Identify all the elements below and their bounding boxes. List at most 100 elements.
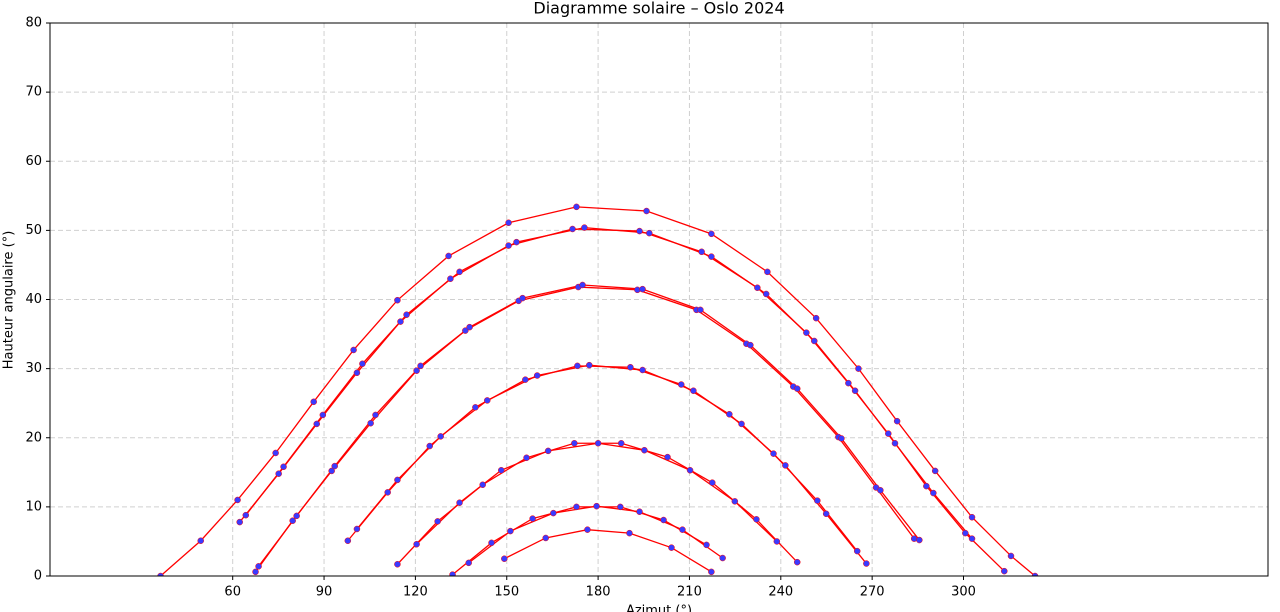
x-tick-label: 210 (677, 585, 702, 600)
sun-position-marker (242, 511, 250, 519)
sun-position-marker (731, 498, 739, 505)
sun-position-marker (573, 203, 580, 211)
sun-position-marker (353, 369, 361, 377)
sun-path-line (239, 228, 1005, 572)
sun-position-marker (853, 547, 861, 555)
sun-position-marker (764, 268, 771, 276)
sun-position-marker (331, 462, 338, 470)
sun-position-marker (574, 362, 581, 370)
sun-position-marker (845, 379, 852, 387)
sun-position-marker (641, 446, 648, 454)
sun-position-marker (417, 362, 424, 370)
sun-position-marker (384, 489, 391, 496)
sun-position-marker (930, 489, 937, 497)
sun-position-marker (449, 571, 456, 576)
sun-position-marker (498, 466, 505, 474)
sun-position-marker (708, 230, 715, 238)
x-tick-label: 180 (586, 585, 611, 600)
x-tick-label: 240 (768, 585, 793, 600)
sun-position-marker (437, 433, 444, 440)
sun-position-marker (773, 538, 781, 545)
sun-position-marker (679, 526, 686, 533)
sun-position-marker (255, 563, 262, 570)
y-axis-label: Hauteur angulaire (°) (2, 231, 17, 370)
x-tick-label: 150 (494, 585, 519, 600)
sun-position-marker (812, 314, 820, 322)
sun-position-marker (793, 385, 801, 392)
sun-position-marker (753, 516, 760, 523)
sun-position-marker (594, 440, 602, 447)
sun-position-marker (550, 509, 557, 517)
sun-position-marker (782, 462, 789, 469)
sun-position-marker (931, 467, 939, 475)
x-tick-label: 90 (316, 585, 333, 600)
y-tick-label: 30 (25, 361, 42, 376)
sun-path-line (416, 442, 778, 545)
sun-position-marker (822, 510, 830, 518)
sun-path-line (356, 364, 867, 564)
y-tick-label: 0 (34, 569, 42, 584)
sun-position-marker (319, 411, 327, 419)
sun-position-marker (698, 248, 705, 256)
sun-position-marker (811, 337, 818, 345)
sun-position-marker (513, 238, 520, 246)
y-tick-label: 20 (25, 430, 42, 445)
sun-position-marker (1007, 552, 1015, 560)
sun-path-line (245, 226, 973, 540)
sun-position-marker (397, 318, 404, 325)
sun-position-marker (310, 398, 317, 406)
grid-layer (50, 22, 1268, 577)
sun-position-marker (1001, 567, 1008, 575)
sun-position-marker (962, 529, 969, 537)
sun-position-marker (617, 440, 625, 447)
sun-position-marker (643, 207, 650, 215)
x-tick-label: 300 (951, 585, 976, 600)
sun-position-marker (646, 229, 653, 237)
sun-position-marker (855, 365, 862, 372)
sun-position-marker (709, 479, 716, 486)
sun-position-marker (479, 481, 486, 489)
sun-position-marker (529, 515, 536, 522)
sun-position-marker (234, 496, 241, 504)
sun-position-marker (697, 306, 704, 314)
sun-position-marker (719, 554, 726, 562)
y-tick-label: 60 (25, 154, 42, 169)
sun-position-marker (793, 558, 801, 566)
sun-position-marker (877, 487, 884, 494)
y-tick-label: 80 (25, 16, 42, 31)
sun-position-marker (447, 275, 454, 283)
sun-position-marker (639, 285, 646, 293)
sun-position-marker (434, 518, 441, 525)
sun-position-marker (893, 417, 901, 425)
sun-position-marker (677, 381, 685, 388)
sun-position-marker (236, 518, 243, 526)
sun-position-marker (708, 568, 715, 576)
sun-position-marker (501, 555, 508, 562)
sun-position-marker (636, 227, 643, 235)
sun-position-marker (289, 517, 296, 524)
sun-position-marker (747, 341, 754, 349)
sun-position-marker (275, 470, 282, 477)
plot-area (157, 203, 1039, 576)
y-tick-label: 10 (25, 499, 42, 514)
sun-path-line (504, 529, 712, 573)
sun-path-line (258, 284, 920, 567)
sun-position-marker (593, 502, 600, 510)
sun-position-marker (157, 572, 164, 576)
sun-position-marker (462, 327, 469, 334)
x-axis-label: Azimut (°) (626, 604, 692, 612)
sun-path-line (160, 206, 1036, 576)
sun-position-marker (584, 526, 591, 533)
sun-position-marker (413, 367, 420, 374)
x-tick-label: 270 (860, 585, 885, 600)
sun-position-marker (803, 329, 810, 336)
sun-position-marker (664, 453, 671, 461)
sun-position-marker (770, 450, 777, 457)
y-tick-label: 40 (25, 292, 42, 307)
sun-position-marker (738, 420, 745, 428)
sun-position-marker (627, 363, 634, 371)
sun-position-marker (726, 410, 733, 418)
sun-position-marker (542, 534, 549, 542)
sun-position-marker (507, 527, 514, 535)
